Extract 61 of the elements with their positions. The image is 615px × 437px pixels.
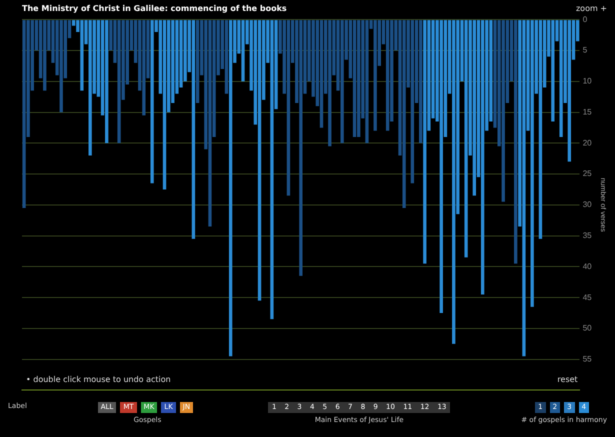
bar [286,20,290,196]
chart-title: The Ministry of Christ in Galilee: commencing of the books [22,4,287,13]
bar [60,20,63,112]
bar [472,20,476,196]
bar [224,20,228,94]
y-tick-label: 30 [582,200,592,210]
bar [258,20,262,301]
bar [502,20,505,202]
bar [196,20,200,103]
text: zoom + [576,4,607,13]
bar [386,20,390,131]
bar [270,20,274,320]
annotation: • double click mouse to undo action [26,375,171,384]
y-tick-label: 40 [582,262,592,271]
bar [105,20,108,144]
bar [43,20,46,91]
y-tick-label: 15 [582,107,592,116]
bar [551,20,554,122]
bar [192,20,196,239]
bar [410,20,414,184]
bar [340,20,344,144]
bar [162,20,166,190]
y-tick-label: 35 [582,230,592,240]
y-tick-label: 50 [582,324,592,333]
bar [402,20,406,208]
bar [208,20,212,227]
y-tick-label: 0 [582,14,588,24]
bar [559,20,563,137]
bar [522,20,526,356]
bar [22,20,26,208]
y-tick-label: 20 [582,138,592,148]
y-tick-label: 45 [582,292,592,302]
bar [365,20,369,144]
bar [452,20,456,344]
bar [328,20,332,146]
bar [142,20,146,116]
y-tick-label: 5 [582,46,588,55]
bar [228,20,232,356]
bar [423,20,426,264]
bar [352,20,356,137]
bar [514,20,518,264]
bar [88,20,92,156]
bar [530,20,534,307]
bar [480,20,484,294]
bar [150,20,154,184]
y-tick-label: 55 [582,354,592,364]
annotation: reset [557,375,578,384]
bar [299,20,303,276]
bar [320,20,324,128]
y-tick-label: 10 [582,76,592,86]
bar [374,20,377,131]
bar [440,20,443,313]
bar [464,20,468,258]
bar [357,20,360,137]
y-tick-label: 25 [582,169,592,178]
bar [568,20,572,162]
bar [117,20,121,144]
bar [538,20,542,239]
bar [241,20,245,82]
bar [419,20,422,144]
bar [80,20,84,91]
